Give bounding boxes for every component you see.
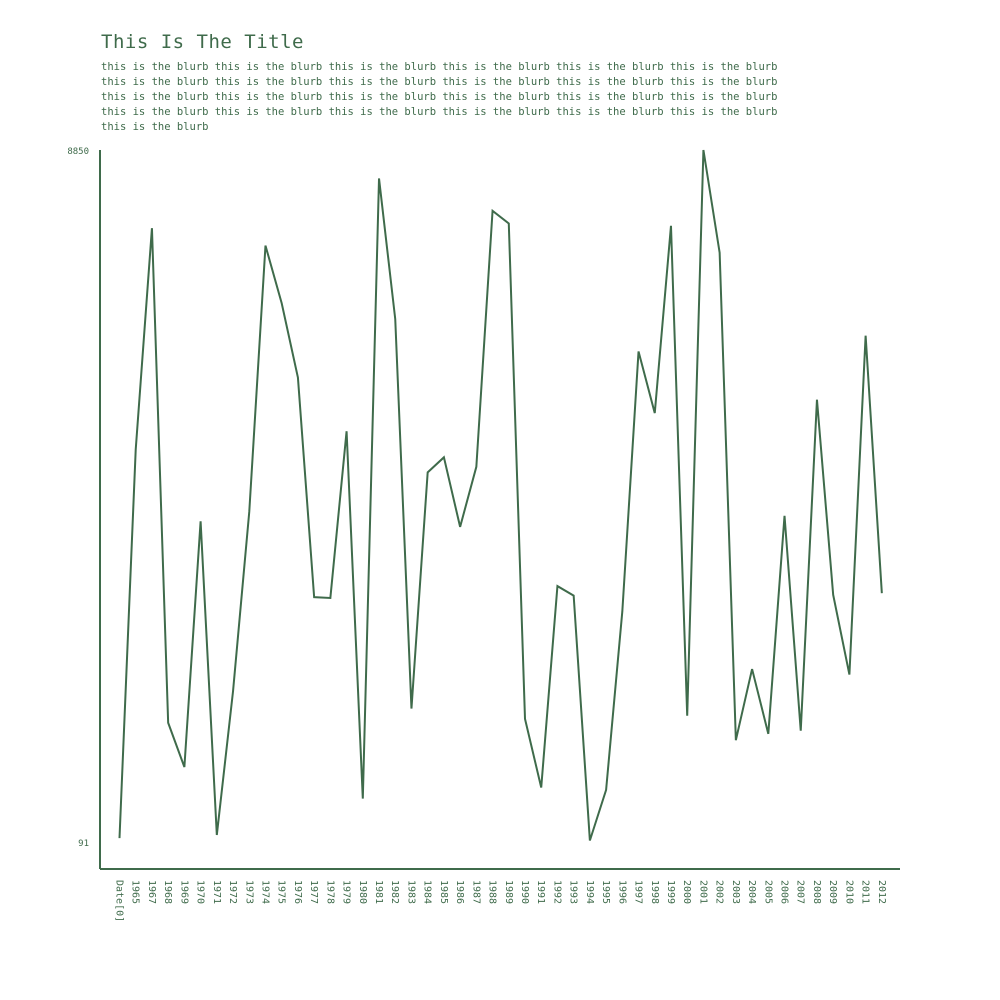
chart-axes [99,150,900,870]
x-tick-label: 2008 [811,880,822,904]
x-tick-label: Date[0] [114,880,125,922]
x-tick-label: 2007 [795,880,806,904]
x-tick-label: 1989 [503,880,514,904]
x-tick-label: 1967 [146,880,157,904]
x-tick-label: 1965 [130,880,141,904]
x-tick-label: 1975 [276,880,287,904]
x-tick-label: 1983 [405,880,416,904]
x-tick-label: 1996 [616,880,627,904]
x-tick-label: 2005 [762,880,773,904]
x-tick-label: 1973 [243,880,254,904]
x-tick-label: 1985 [438,880,449,904]
x-tick-label: 2002 [714,880,725,904]
x-tick-label: 1977 [308,880,319,904]
x-tick-label: 1997 [633,880,644,904]
x-tick-label: 1984 [422,880,433,904]
chart-subtitle: this is the blurb this is the blurb this… [101,61,778,133]
y-axis-ticks: 8850 91 [67,147,89,849]
x-tick-label: 1968 [162,880,173,904]
x-tick-label: 1994 [584,880,595,904]
x-axis-ticks: Date[0] 1965 1967 1968 1969 1970 1971 1972 1973 1… [114,880,887,922]
x-tick-label: 1987 [470,880,481,904]
x-tick-label: 2004 [746,880,757,904]
x-tick-label: 1995 [600,880,611,904]
x-tick-label: 1976 [292,880,303,904]
x-tick-label: 1978 [324,880,335,904]
x-tick-label: 1970 [195,880,206,904]
x-tick-label: 1980 [357,880,368,904]
x-tick-label: 2001 [697,880,708,904]
x-tick-label: 2011 [860,880,871,904]
x-tick-label: 1971 [211,880,222,904]
x-tick-label: 2003 [730,880,741,904]
x-tick-label: 1988 [487,880,498,904]
x-tick-label: 1986 [454,880,465,904]
x-tick-label: 1974 [259,880,270,904]
series-line [118,149,883,841]
x-tick-label: 2010 [843,880,854,904]
x-tick-label: 1982 [389,880,400,904]
x-tick-label: 1969 [178,880,189,904]
x-tick-label: 1999 [665,880,676,904]
x-tick-label: 1998 [649,880,660,904]
x-tick-label: 1992 [551,880,562,904]
chart-title: This Is The Title [101,31,304,53]
x-tick-label: 1991 [535,880,546,904]
x-tick-label: 2012 [876,880,887,904]
x-tick-label: 1979 [341,880,352,904]
x-tick-label: 1993 [568,880,579,904]
x-tick-label: 2006 [779,880,790,904]
x-tick-label: 2000 [681,880,692,904]
x-tick-label: 1990 [519,880,530,904]
x-tick-label: 1972 [227,880,238,904]
x-tick-label: 2009 [827,880,838,904]
y-tick-label: 91 [78,839,89,849]
y-tick-label: 8850 [67,147,89,157]
x-tick-label: 1981 [373,880,384,904]
